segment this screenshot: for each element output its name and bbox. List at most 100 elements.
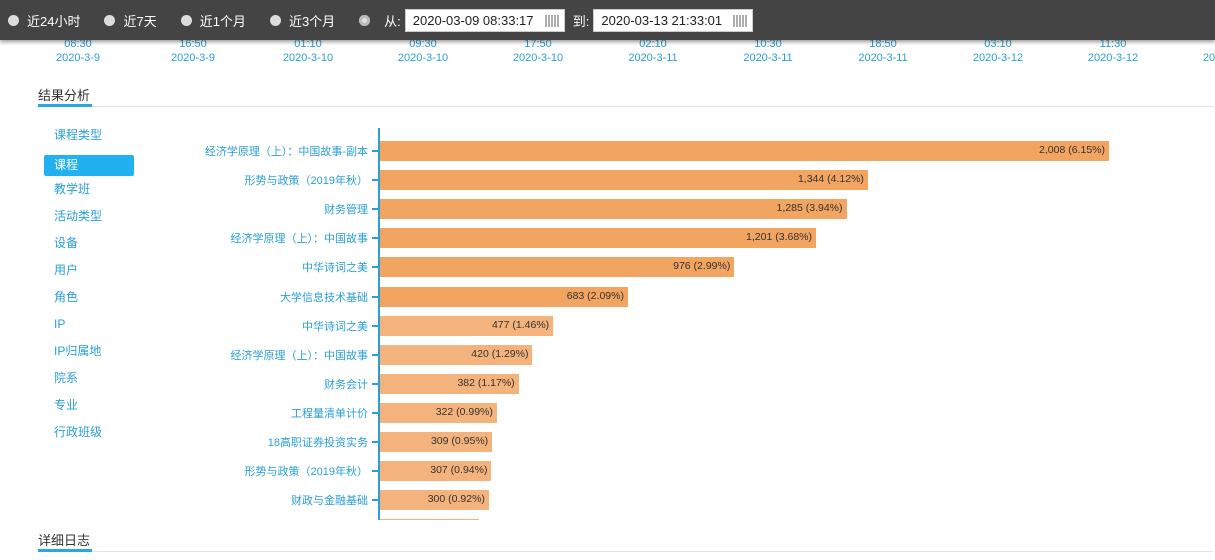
bar[interactable]: 420 (1.29%) — [380, 344, 533, 365]
category-label: 中华诗词之美 — [302, 262, 368, 275]
timeline-axis: 08:30 2020-3-9 16:50 2020-3-9 01:10 2020-3-10… — [0, 37, 1215, 67]
bar-value-label: 1,201 (3.68%) — [746, 231, 813, 244]
bar-value-label: 382 (1.17%) — [457, 376, 515, 389]
from-date-input[interactable]: 2020-03-09 08:33:17 — [404, 8, 565, 32]
category-label: 中华诗词之美 — [302, 320, 368, 333]
menu-item[interactable]: 院系 — [54, 371, 79, 385]
category-label: 形势与政策（2019年秋） — [244, 175, 368, 188]
tick-time: 09:30 — [409, 38, 437, 50]
y-axis-line — [378, 128, 380, 520]
category-label: 18高职证券投资实务 — [267, 437, 368, 449]
tick-date: 2020-3-11 — [858, 52, 908, 64]
bar-value-label: 1,285 (3.94%) — [776, 202, 843, 215]
to-date-value: 2020-03-13 21:33:01 — [601, 12, 723, 28]
axis-tick — [372, 324, 378, 327]
category-label: 形势与政策（2019年秋） — [244, 466, 368, 479]
category-label: 经济学原理（上）：中国故事-副本 — [204, 146, 368, 158]
menu-item[interactable]: 专业 — [54, 398, 79, 412]
tick-date: 2020-3-9 — [170, 52, 216, 64]
axis-tick — [372, 382, 378, 385]
axis-tick — [372, 499, 378, 502]
menu-item[interactable]: 活动类型 — [54, 209, 103, 223]
tick-date: 2020-3-11 — [628, 52, 678, 64]
menu-item[interactable]: 课程类型 — [54, 128, 103, 142]
timeline-tick: 02:10 2020-3-11 — [613, 37, 693, 65]
bar-value-label: 477 (1.46%) — [491, 318, 550, 331]
section-log-header: 详细日志 — [38, 530, 1213, 552]
dimension-menu: 课程类型课程教学班活动类型设备用户角色 IP IP归属地院系专业行政班级 — [44, 125, 134, 449]
bar-value-label: 976 (2.99%) — [673, 260, 731, 273]
from-label: 从: — [384, 13, 401, 29]
radio-label: 近3个月 — [288, 13, 336, 29]
timeline-tick: 08:30 2020-3-9 — [38, 37, 118, 65]
bar[interactable]: 1,344 (4.12%) — [380, 170, 868, 191]
menu-item[interactable]: 课程 — [44, 155, 134, 176]
bar-value-label: 683 (2.09%) — [566, 289, 624, 302]
timeline-tick: 11:30 2020-3-12 — [1073, 37, 1153, 65]
section-title: 结果分析 — [38, 85, 93, 107]
radio-label: 近1个月 — [199, 13, 246, 29]
category-label: 财务会计 — [324, 378, 368, 391]
tick-time: 11:30 — [1099, 38, 1127, 50]
radio-icon — [8, 14, 19, 26]
category-label: 大学信息技术基础 — [280, 291, 368, 304]
bar-value-label: 1,344 (4.12%) — [797, 173, 864, 186]
calendar-icon[interactable] — [733, 14, 748, 27]
category-label: 工程量清单计价 — [291, 407, 368, 420]
tick-time: 16:50 — [179, 38, 207, 50]
bar-chart: 经济学原理（上）：中国故事-副本 2,008 (6.15%) 形势与政策（2019年… — [150, 128, 1215, 520]
timeline-tick: 16:50 2020-3-9 — [153, 37, 233, 65]
bar[interactable]: 382 (1.17%) — [380, 373, 519, 394]
to-date-input[interactable]: 2020-03-13 21:33:01 — [593, 8, 754, 32]
menu-item[interactable]: 行政班级 — [54, 425, 103, 439]
timeline-tick: 01:10 2020-3-10 — [268, 37, 348, 65]
menu-item[interactable]: IP — [54, 317, 66, 331]
menu-item[interactable]: IP归属地 — [54, 344, 102, 358]
tick-date: 2020-3-10 — [512, 52, 564, 64]
tick-date: 2020-3-9 — [55, 52, 101, 64]
menu-item[interactable]: 教学班 — [54, 182, 91, 196]
bar[interactable]: 1,285 (3.94%) — [380, 199, 847, 220]
bar[interactable]: 477 (1.46%) — [380, 315, 554, 336]
category-label: 经济学原理（上）：中国故事 — [230, 233, 369, 246]
tick-date: 2020-3-12 — [1202, 52, 1215, 64]
tick-time: 01:10 — [294, 38, 322, 50]
radio-option[interactable]: 近7天 — [104, 11, 157, 30]
tick-date: 2020-3-11 — [743, 52, 793, 64]
timeline-tick: 09:30 2020-3-10 — [383, 37, 463, 65]
bar[interactable]: 300 (0.92%) — [380, 490, 489, 511]
tick-date: 2020-3-10 — [282, 52, 334, 64]
bar[interactable]: 322 (0.99%) — [380, 402, 497, 423]
tick-time: 17:50 — [524, 38, 552, 50]
bar[interactable]: 309 (0.95%) — [380, 432, 493, 452]
radio-custom[interactable] — [359, 14, 378, 26]
bar[interactable]: 1,201 (3.68%) — [380, 228, 817, 249]
bar[interactable]: 307 (0.94%) — [380, 461, 492, 482]
menu-item[interactable]: 用户 — [54, 263, 79, 277]
bar-value-label: 309 (0.95%) — [430, 435, 489, 447]
to-label: 到: — [572, 13, 590, 29]
radio-option[interactable]: 近24小时 — [8, 11, 80, 30]
menu-item[interactable]: 角色 — [54, 290, 79, 304]
tick-time: 10:30 — [754, 38, 782, 50]
section-analysis-header: 结果分析 — [38, 85, 1213, 107]
calendar-icon[interactable] — [544, 14, 559, 27]
tick-time: 08:30 — [64, 38, 92, 50]
timeline-tick: 03:10 2020-3-12 — [958, 37, 1038, 65]
radio-selected-icon — [359, 14, 371, 26]
radio-option[interactable]: 近3个月 — [269, 11, 336, 30]
category-label: 经济学原理（上）：中国故事 — [230, 349, 369, 362]
bar[interactable]: 683 (2.09%) — [380, 286, 628, 307]
axis-tick — [372, 353, 378, 356]
radio-option[interactable]: 近1个月 — [180, 11, 246, 30]
timeline-tick: 10:30 2020-3-11 — [728, 37, 808, 65]
bar-value-label: 420 (1.29%) — [471, 347, 529, 360]
timeline-tick: 17:50 2020-3-10 — [498, 37, 578, 65]
menu-item[interactable]: 设备 — [54, 236, 79, 250]
bar[interactable]: 2,008 (6.15%) — [380, 141, 1109, 161]
bar[interactable]: 976 (2.99%) — [380, 257, 735, 278]
axis-tick — [372, 208, 378, 211]
bar[interactable] — [380, 519, 480, 520]
radio-icon — [104, 14, 116, 26]
